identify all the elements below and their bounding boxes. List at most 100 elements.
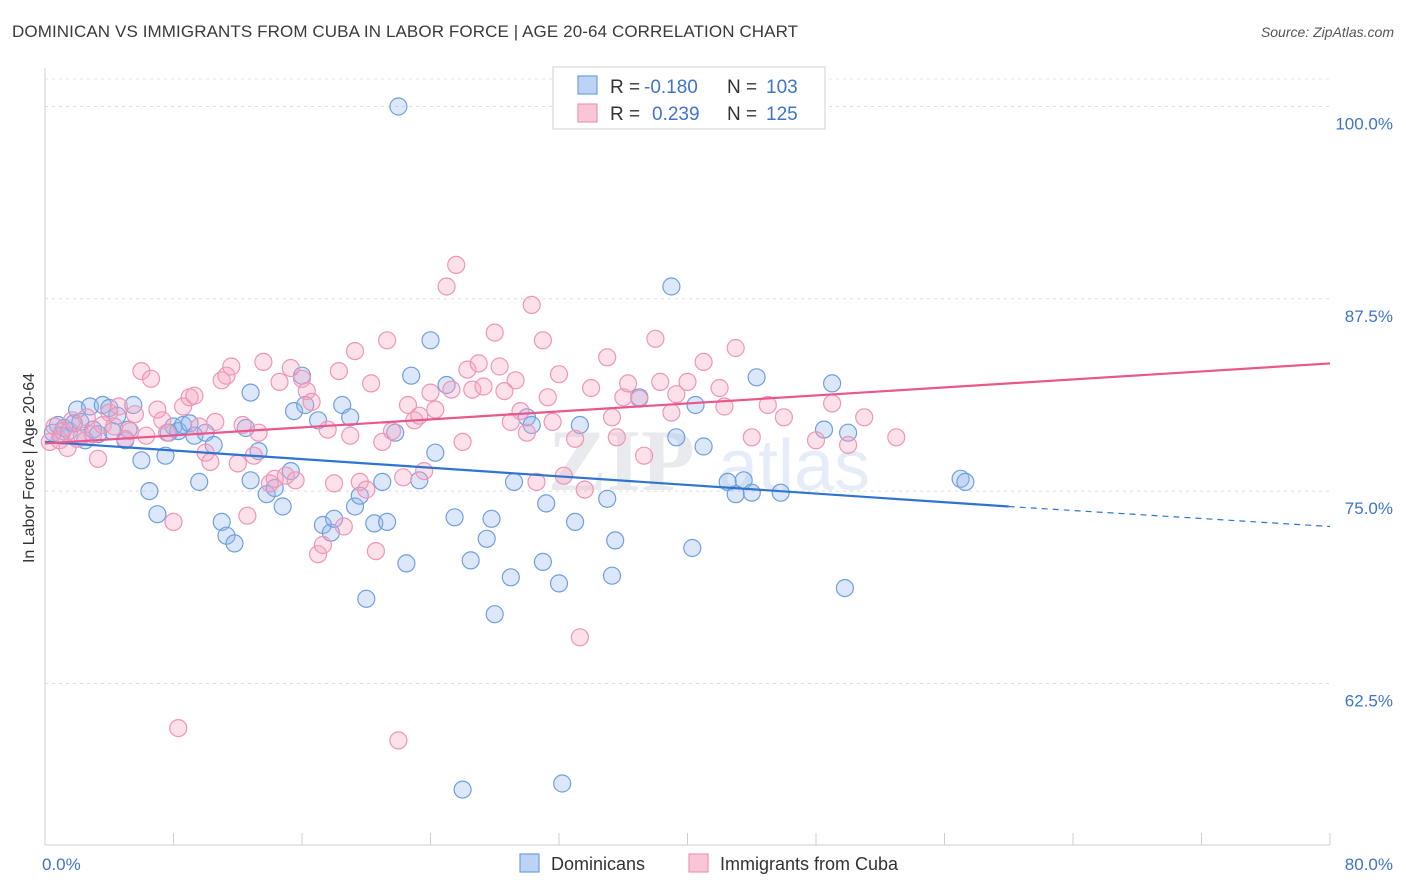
data-point	[634, 446, 654, 465]
data-point	[77, 408, 96, 427]
data-point	[694, 437, 713, 456]
data-point	[238, 506, 257, 525]
data-point	[618, 374, 638, 393]
axes	[44, 68, 1331, 846]
y-tick-labels: 100.0% 87.5% 75.0% 62.5%	[1335, 114, 1393, 710]
data-point	[553, 774, 572, 793]
data-point	[602, 408, 622, 427]
data-point	[109, 397, 129, 416]
data-point	[527, 472, 546, 491]
data-point	[366, 541, 385, 561]
data-point	[378, 331, 397, 350]
data-point	[345, 497, 365, 516]
data-point	[951, 469, 970, 488]
data-point	[726, 485, 745, 504]
data-point	[174, 415, 193, 435]
data-point	[463, 380, 482, 399]
x-tick-label-min: 0.0%	[42, 855, 81, 874]
series-dominicans	[43, 97, 975, 799]
data-point	[233, 415, 252, 435]
data-point	[125, 405, 144, 424]
data-point	[758, 395, 777, 415]
data-point	[164, 512, 183, 532]
data-point	[469, 354, 488, 373]
data-point	[474, 377, 493, 396]
source-credit: Source: ZipAtlas.com	[1260, 24, 1394, 40]
y-axis-label: In Labor Force | Age 20-64	[21, 373, 38, 563]
data-point	[651, 372, 670, 391]
data-point	[132, 451, 151, 470]
data-point	[141, 369, 161, 388]
data-point	[662, 403, 681, 422]
data-point	[822, 394, 842, 413]
data-point	[341, 426, 360, 445]
data-point	[334, 517, 353, 536]
data-point	[630, 389, 649, 408]
data-point	[190, 472, 209, 491]
data-point	[88, 425, 108, 444]
data-point	[694, 352, 713, 371]
data-point	[345, 342, 365, 361]
legend-r-label-1: R =	[610, 77, 640, 98]
data-point	[124, 395, 143, 415]
data-point	[249, 423, 268, 442]
data-point	[132, 362, 151, 381]
data-point	[212, 512, 231, 532]
data-point	[686, 395, 705, 415]
data-point	[565, 512, 585, 532]
data-point	[382, 422, 402, 441]
x-tick-labels: 0.0% 80.0%	[42, 855, 1393, 874]
data-point	[140, 482, 159, 501]
data-point	[426, 400, 445, 419]
data-point	[445, 508, 464, 527]
data-point	[389, 97, 408, 116]
data-point	[169, 718, 188, 738]
trend-line-cuba	[44, 362, 1331, 445]
data-point	[646, 329, 665, 348]
legend-n-label-2: N =	[727, 104, 757, 125]
data-point	[302, 392, 321, 411]
data-point	[442, 380, 461, 399]
data-point	[678, 372, 697, 391]
data-point	[286, 471, 305, 490]
data-point	[217, 366, 236, 385]
trend-lines	[44, 362, 1331, 528]
data-point	[511, 402, 530, 421]
data-point	[501, 568, 520, 587]
data-point	[309, 545, 328, 564]
data-point	[598, 489, 617, 508]
data-point	[254, 352, 273, 371]
data-point	[575, 480, 594, 499]
data-point	[297, 382, 316, 401]
data-point	[228, 454, 247, 473]
data-point	[458, 360, 477, 379]
data-point	[522, 295, 541, 314]
data-point	[63, 411, 82, 430]
correlation-legend: R = -0.180 N = 103 R = 0.239 N = 125	[552, 66, 826, 130]
y-tick-label: 62.5%	[1345, 691, 1393, 710]
data-point	[206, 412, 225, 431]
data-point	[281, 358, 300, 378]
data-point	[614, 388, 633, 407]
data-point	[461, 551, 480, 570]
data-point	[667, 428, 686, 447]
data-point	[148, 400, 167, 419]
bottom-legend-swatch-cuba	[688, 853, 709, 873]
data-point	[378, 512, 397, 532]
bottom-legend-label-dominicans: Dominicans	[551, 854, 645, 874]
trend-line-dominicans	[44, 440, 1009, 508]
legend-n-label-1: N =	[727, 77, 757, 98]
data-point	[537, 494, 556, 513]
data-point	[838, 435, 858, 455]
data-point	[225, 534, 244, 553]
data-point	[570, 628, 590, 647]
data-point	[156, 446, 175, 465]
data-point	[270, 372, 289, 391]
data-point	[835, 578, 855, 598]
data-point	[726, 338, 745, 358]
data-point	[148, 505, 167, 524]
data-point	[602, 566, 622, 585]
data-point	[421, 331, 440, 350]
data-point	[662, 277, 681, 296]
data-point	[506, 371, 525, 390]
